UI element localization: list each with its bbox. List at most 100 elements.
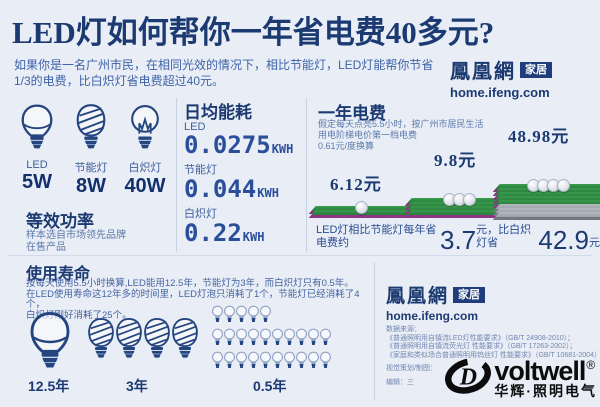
cost-summary-prefix: LED灯相比节能灯每年省电费约 [316,224,437,249]
energy-value: 0.044 [184,175,257,203]
cost-value-led: 6.12元 [330,175,382,194]
incandescent-bulb-icon [126,102,164,157]
tiny-bulb-icon [283,328,296,353]
cfl-bulb-icon [168,316,202,366]
energy-item-incandescent: 白炽灯 0.22 KWH [184,205,302,245]
divider-vertical-3 [374,262,375,400]
money-stack-0 [308,184,418,218]
power-section-note: 样本选自市场领先品牌 在售产品 [26,230,126,254]
lifespan-desc-line1: 按每天使用5.5小时换算,LED能用12.5年，节能灯为3年，而白炽灯只有0.5… [26,278,354,289]
tiny-bulb-icon [259,305,272,330]
cost-assumption-line2: 用电阶梯电价第一档电费 [318,130,418,140]
voltwell-name: voltwell [494,355,586,386]
credit-line1: 视觉策划/制图： [386,365,437,372]
source-line1: 《普通照明用自镇流LED灯性能要求》（GB/T 24908-2010）； [386,334,575,342]
ifeng-brand-name: 鳳凰網 [386,286,450,307]
coin-icon [557,179,570,192]
tiny-bulb-icon [211,305,224,330]
lifespan-label-cfl: 3年 [126,378,148,394]
ifeng-home-badge: 家居 [520,61,552,78]
lifespan-group-0 [26,309,74,377]
power-bulb-incandescent: 白炽灯 40W [119,102,171,197]
coin-icon [463,193,476,206]
divider-vertical-2 [306,98,307,252]
cost-section-heading: 一年电费 [318,104,386,123]
tiny-bulb-icon [259,351,272,376]
power-bulb-cfl: 节能灯 8W [65,102,117,197]
ifeng-url: home.ifeng.com [450,85,550,100]
subtitle-line2: 1/3的电费，比白炽灯省电费超过40元。 [14,74,225,88]
source-line2: 《普通照明用自镇流荧光灯 性能要求》（GB/T 17263-2002）； [386,343,577,350]
energy-items: LED 0.0275 KWH 节能灯 0.044 KWH 白炽灯 0.22 KW… [184,117,302,245]
power-section-heading: 等效功率 [26,212,94,231]
cfl-bulb-icon [112,316,146,366]
tiny-bulb-icon [223,351,236,376]
page-title: LED灯如何帮你一年省电费40多元? [12,15,495,50]
cost-summary: LED灯相比节能灯每年省电费约 3.7 元，比白炽灯省 42.9 元 [316,224,600,253]
cost-value-incandescent: 48.98元 [508,127,570,146]
bulb-name: 节能灯 [74,162,108,174]
sources-title: 数据来源： [386,326,421,333]
power-bulb-led: LED 5W [11,102,63,197]
cost-assumption-line1: 假定每天点亮5.5小时，按广州市居民生活 [318,119,484,129]
cost-assumption-line3: 0.61元/度换算 [318,141,375,151]
divider-horizontal [8,255,592,256]
led-bulb-icon [26,309,74,377]
power-note-line1: 样本选自市场领先品牌 [26,230,126,241]
tiny-bulb-icon [307,351,320,376]
voltwell-logo-icon: D [444,353,492,404]
tiny-bulb-icon [247,328,260,353]
tiny-bulb-icon [295,351,308,376]
ifeng-brand-name: 鳳凰網 [450,61,516,83]
divider-vertical-1 [176,98,177,252]
tiny-bulb-icon [319,328,332,353]
money-stack-1 [404,166,518,218]
cfl-bulb-icon [140,316,174,366]
tiny-bulb-icon [307,328,320,353]
money-stack-2 [492,146,600,220]
lifespan-desc-line3: 白炽灯刚好消耗了25个。 [26,309,132,321]
credit-line2: 编辑：三 [386,379,414,386]
tiny-bulb-icon [235,305,248,330]
energy-value: 0.0275 [184,131,271,159]
cost-summary-mid: 元，比白炽灯省 [476,224,532,249]
energy-section-heading: 日均能耗 [184,103,252,122]
registered-mark-icon: ® [586,357,596,372]
energy-value: 0.22 [184,219,242,247]
energy-label: LED [184,121,206,133]
bulb-watt: 5W [22,171,52,193]
tiny-bulb-icon [259,328,272,353]
lifespan-label-incandescent: 0.5年 [253,378,287,394]
lifespan-group-1 [84,316,202,366]
energy-unit: KWH [242,230,265,244]
tiny-bulb-icon [235,351,248,376]
energy-item-led: LED 0.0275 KWH [184,121,302,157]
tiny-bulb-icon [235,328,248,353]
tiny-bulb-icon [247,351,260,376]
lifespan-label-led: 12.5年 [28,378,70,394]
data-sources: 数据来源： 《普通照明用自镇流LED灯性能要求》（GB/T 24908-2010… [386,326,600,360]
source-line3: 《家庭和类似场合普通照明用钨丝灯 性能要求》（GB/T 10681-2004） [386,351,600,359]
energy-unit: KWH [257,186,279,200]
tiny-bulb-icon [319,351,332,376]
tiny-bulb-icon [211,328,224,353]
energy-unit: KWH [271,142,294,156]
tiny-bulb-icon [211,351,224,376]
ifeng-url: home.ifeng.com [386,309,479,323]
tiny-bulb-icon [223,328,236,353]
ifeng-logo-bottom: 鳳凰網 家居 home.ifeng.com [386,281,486,323]
energy-label: 白炽灯 [184,208,217,220]
voltwell-chinese-name: 华辉·照明电气 [494,382,597,399]
bulb-watt: 40W [124,175,166,197]
lifespan-description: 按每天使用5.5小时换算,LED能用12.5年，节能灯为3年，而白炽灯只有0.5… [26,278,374,321]
power-note-line2: 在售产品 [26,242,66,253]
page-subtitle: 如果你是一名广州市民，在相同光效的情况下，相比节能灯，LED灯能帮你节省 1/3… [14,57,433,89]
bulb-name: LED [26,159,48,171]
power-bulb-row: LED 5W 节能灯 8W 白炽灯 40W [10,102,172,197]
banknote-layer-gray [492,212,600,220]
tiny-bulb-icon [283,351,296,376]
lifespan-section-heading: 使用寿命 [26,266,91,283]
tiny-bulb-icon [295,328,308,353]
energy-label: 节能灯 [184,164,217,176]
